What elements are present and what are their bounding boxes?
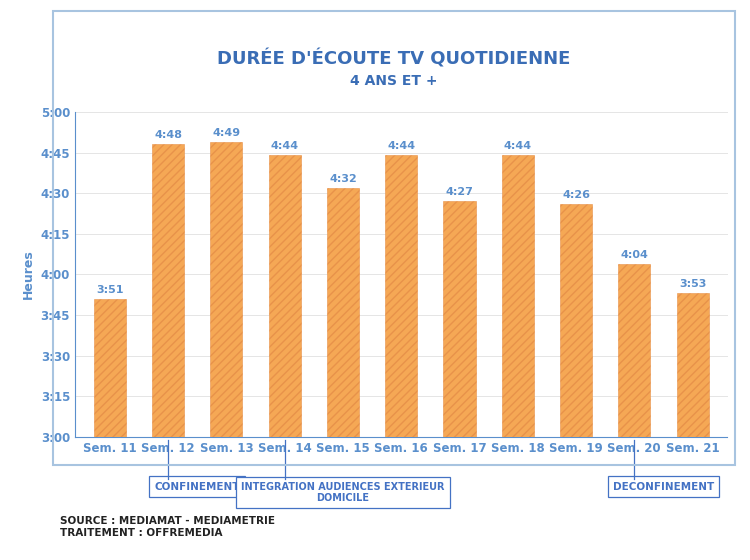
Text: 4:49: 4:49 [212, 128, 241, 138]
Bar [94, 299, 126, 437]
Text: 4:04: 4:04 [620, 250, 648, 259]
Bar [327, 188, 359, 437]
Bar [152, 144, 184, 437]
Text: 4 ANS ET +: 4 ANS ET + [350, 74, 437, 88]
Y-axis label: Heures: Heures [22, 250, 35, 299]
Text: 4:44: 4:44 [504, 141, 532, 151]
Bar [618, 264, 650, 437]
Bar [268, 155, 301, 437]
Text: SOURCE : MEDIAMAT - MEDIAMETRIE
TRAITEMENT : OFFREMEDIA: SOURCE : MEDIAMAT - MEDIAMETRIE TRAITEME… [60, 516, 275, 538]
Text: 4:48: 4:48 [154, 130, 182, 141]
Text: DECONFINEMENT: DECONFINEMENT [613, 482, 714, 492]
Bar [386, 155, 417, 437]
Bar [211, 142, 242, 437]
Text: 3:51: 3:51 [96, 284, 124, 295]
Bar [443, 202, 476, 437]
Text: 4:44: 4:44 [387, 141, 416, 151]
Text: 4:26: 4:26 [562, 190, 590, 200]
Text: DURÉE D'ÉCOUTE TV QUOTIDIENNE: DURÉE D'ÉCOUTE TV QUOTIDIENNE [217, 49, 571, 68]
Text: 4:27: 4:27 [446, 187, 473, 197]
Text: 4:44: 4:44 [271, 141, 298, 151]
Text: 3:53: 3:53 [679, 279, 706, 290]
Bar [502, 155, 534, 437]
Bar [560, 204, 592, 437]
Text: 4:32: 4:32 [329, 174, 357, 184]
Bar [676, 293, 709, 437]
Text: CONFINEMENT: CONFINEMENT [154, 482, 240, 492]
Text: INTEGRATION AUDIENCES EXTERIEUR
DOMICILE: INTEGRATION AUDIENCES EXTERIEUR DOMICILE [242, 482, 445, 503]
